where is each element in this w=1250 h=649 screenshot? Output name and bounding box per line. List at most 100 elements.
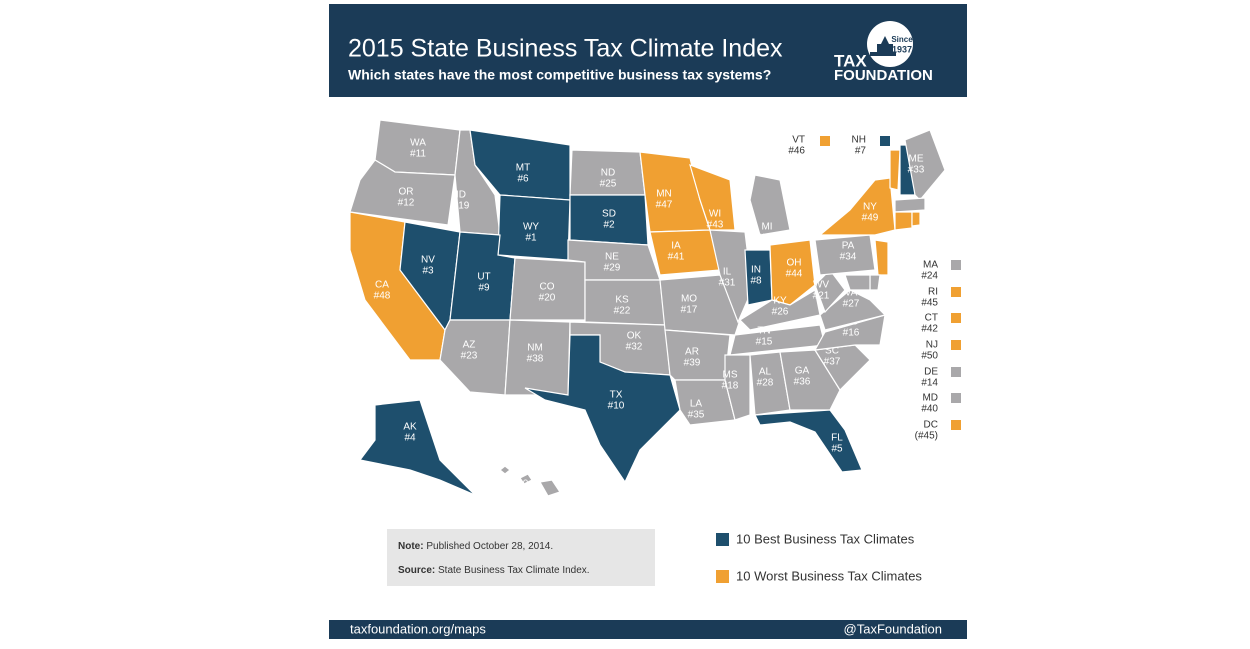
state-rank: #2 <box>603 220 615 231</box>
state-rank: #7 <box>855 146 867 157</box>
state-abbr: WV <box>813 280 829 291</box>
state-rank: #36 <box>794 377 811 388</box>
state-rank: #22 <box>614 306 631 317</box>
state-rank: #9 <box>478 283 490 294</box>
callout-swatch <box>951 340 961 350</box>
state-shape <box>894 197 926 213</box>
title: 2015 State Business Tax Climate Index <box>348 35 783 63</box>
state-rank: #38 <box>527 354 544 365</box>
footer-bar <box>329 620 967 639</box>
logo-year: 1937 <box>892 44 912 54</box>
state-rank: #31 <box>719 278 736 289</box>
state-rank: #28 <box>757 378 774 389</box>
state-rank: #49 <box>862 213 879 224</box>
state-shape <box>524 334 681 484</box>
state-shape <box>689 164 736 231</box>
logo-foundation: FOUNDATION <box>834 67 933 84</box>
state-shape <box>814 234 876 276</box>
state-abbr: HI <box>515 468 525 479</box>
state-rank: #15 <box>756 337 773 348</box>
callout-swatch <box>951 367 961 377</box>
state-shape <box>844 274 871 291</box>
state-shape <box>674 379 736 426</box>
state-shape <box>894 211 913 231</box>
legend-swatch <box>716 570 729 583</box>
state-shape <box>874 239 889 276</box>
logo-tax: TAX <box>834 51 867 70</box>
state-rank: #21 <box>813 291 830 302</box>
footer-url: taxfoundation.org/maps <box>350 621 486 636</box>
state-abbr: MD <box>922 393 938 404</box>
state-shape <box>889 149 901 191</box>
state-abbr: CT <box>925 313 938 324</box>
state-rank: #43 <box>707 220 724 231</box>
state-abbr: CA <box>375 280 389 291</box>
state-abbr: ME <box>909 154 924 165</box>
state-shape <box>499 465 561 497</box>
state-rank: #39 <box>684 358 701 369</box>
state-abbr: VA <box>845 288 858 299</box>
state-abbr: KS <box>615 295 629 306</box>
subtitle: Which states have the most competitive b… <box>348 67 771 83</box>
state-abbr: LA <box>690 399 703 410</box>
state-rank: #3 <box>422 266 434 277</box>
state-shape <box>358 399 476 496</box>
state-rank: #18 <box>722 381 739 392</box>
state-abbr: IN <box>751 265 761 276</box>
state-shape <box>911 211 921 227</box>
state-rank: #24 <box>921 271 938 282</box>
source-text: State Business Tax Climate Index. <box>438 565 590 576</box>
state-shape <box>739 289 821 331</box>
logo-capitol <box>870 36 896 56</box>
state-abbr: PA <box>842 241 855 252</box>
state-abbr: TN <box>757 326 770 337</box>
state-abbr: OK <box>627 331 642 342</box>
state-abbr: DC <box>924 420 938 431</box>
state-rank: #13 <box>759 233 776 244</box>
map: WA#11OR#12CA#48NV#3ID#19MT#6WY#1UT#9AZ#2… <box>349 119 961 497</box>
state-abbr: WY <box>523 222 539 233</box>
state-abbr: ND <box>601 168 615 179</box>
state-abbr: WI <box>709 209 721 220</box>
state-abbr: OH <box>787 258 802 269</box>
callout-swatch <box>951 260 961 270</box>
state-shape <box>709 229 753 324</box>
callout-swatch <box>951 393 961 403</box>
state-abbr: MI <box>761 222 772 233</box>
state-abbr: DE <box>924 367 938 378</box>
state-abbr: OR <box>399 187 414 198</box>
state-abbr: NH <box>852 135 866 146</box>
state-abbr: KY <box>773 296 787 307</box>
state-rank: #41 <box>668 252 685 263</box>
state-rank: #1 <box>525 233 537 244</box>
state-abbr: MO <box>681 294 697 305</box>
state-rank: #11 <box>410 149 426 160</box>
note-text: Published October 28, 2014. <box>426 541 553 552</box>
state-rank: #29 <box>604 263 621 274</box>
state-abbr: TX <box>610 390 623 401</box>
note: Note: Published October 28, 2014. <box>398 541 553 552</box>
state-rank: #6 <box>517 174 529 185</box>
state-abbr: SD <box>602 209 616 220</box>
state-abbr: GA <box>795 366 810 377</box>
state-rank: #12 <box>398 198 415 209</box>
state-rank: #8 <box>750 276 762 287</box>
state-abbr: RI <box>928 287 938 298</box>
state-shape <box>649 229 721 276</box>
state-rank: #42 <box>921 324 938 335</box>
state-rank: #32 <box>626 342 643 353</box>
state-rank: #23 <box>461 351 478 362</box>
state-abbr: WA <box>410 138 426 149</box>
state-abbr: NJ <box>926 340 938 351</box>
state-rank: #45 <box>921 298 938 309</box>
state-rank: #20 <box>539 293 556 304</box>
state-rank: #4 <box>404 433 416 444</box>
state-shape <box>769 239 816 306</box>
footer-handle: @TaxFoundation <box>844 621 942 636</box>
state-abbr: MN <box>656 189 672 200</box>
state-abbr: NY <box>863 202 877 213</box>
state-rank: #16 <box>843 328 860 339</box>
state-abbr: MT <box>516 163 530 174</box>
state-rank: #26 <box>772 307 789 318</box>
